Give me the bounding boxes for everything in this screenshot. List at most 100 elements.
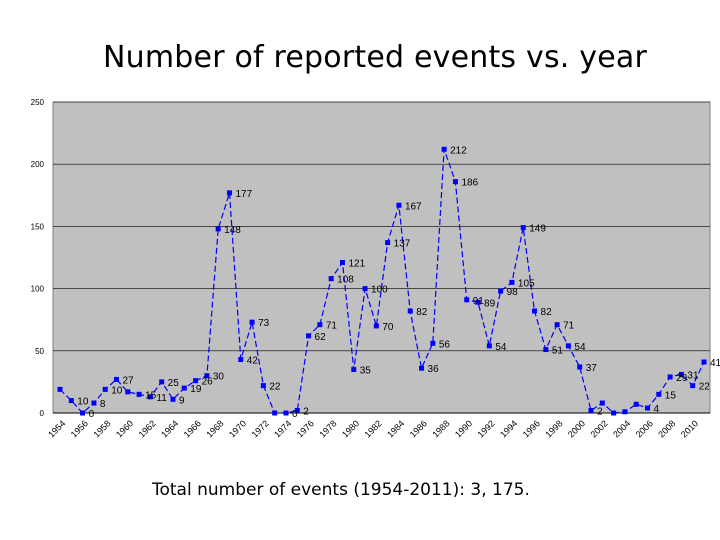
data-point (532, 308, 538, 314)
data-point (645, 405, 651, 411)
data-point (373, 323, 379, 329)
data-point (667, 374, 673, 380)
data-point (159, 379, 165, 385)
data-label: 31 (687, 370, 699, 381)
data-label: 108 (337, 275, 354, 286)
y-tick-label: 0 (40, 409, 45, 418)
data-point (577, 364, 583, 370)
x-tick-label: 1992 (476, 418, 497, 439)
data-point (226, 190, 232, 196)
x-tick-label: 1960 (114, 418, 135, 439)
y-axis-ticks: 0 50 100 150 200 250 (31, 98, 45, 418)
data-label: 167 (405, 201, 422, 212)
data-point (351, 366, 357, 372)
data-label: 98 (507, 287, 519, 298)
x-tick-label: 1982 (363, 418, 384, 439)
data-label: 19 (190, 384, 202, 395)
x-tick-label: 2008 (656, 418, 677, 439)
data-point (441, 146, 447, 152)
data-point (419, 365, 425, 371)
data-label: 2 (597, 407, 603, 418)
data-label: 15 (145, 390, 157, 401)
data-point (260, 383, 266, 389)
data-point (588, 408, 594, 414)
data-point (599, 400, 605, 406)
x-tick-label: 1984 (385, 418, 406, 439)
data-point (306, 333, 312, 339)
x-tick-label: 1966 (182, 418, 203, 439)
x-tick-label: 2002 (588, 418, 609, 439)
y-tick-label: 200 (31, 160, 45, 169)
data-point (272, 410, 278, 416)
data-label: 54 (574, 342, 586, 353)
data-point (294, 408, 300, 414)
data-label: 10 (77, 397, 89, 408)
data-point (249, 319, 255, 325)
plot-area (52, 101, 711, 414)
data-point (125, 389, 131, 395)
data-point (204, 373, 210, 379)
grid-lines (53, 101, 710, 352)
x-tick-label: 1974 (272, 418, 293, 439)
data-label: 121 (348, 258, 365, 269)
x-tick-label: 2000 (566, 418, 587, 439)
data-label: 91 (473, 296, 485, 307)
data-markers (57, 146, 707, 416)
data-point (633, 401, 639, 407)
x-tick-label: 1970 (227, 418, 248, 439)
data-point (452, 179, 458, 185)
data-point (147, 394, 153, 400)
data-label: 15 (665, 390, 677, 401)
data-label: 71 (563, 321, 575, 332)
data-point (690, 383, 696, 389)
data-label: 149 (529, 224, 546, 235)
data-label: 100 (371, 285, 388, 296)
data-label: 26 (202, 377, 214, 388)
data-point (554, 322, 560, 328)
data-label: 37 (586, 363, 598, 374)
x-tick-label: 1976 (295, 418, 316, 439)
data-label: 27 (122, 375, 134, 386)
x-axis-ticks: 1954 1956 1958 1960 1962 1964 1966 1968 1970 1972… (46, 418, 700, 439)
data-point (68, 398, 74, 404)
data-label: 25 (168, 378, 180, 389)
data-point (215, 226, 221, 232)
data-label: 105 (518, 278, 535, 289)
series-line (59, 149, 705, 414)
data-label: 82 (541, 307, 553, 318)
x-tick-label: 1964 (159, 418, 180, 439)
data-label: 29 (676, 373, 688, 384)
data-point (91, 400, 97, 406)
data-point (181, 385, 187, 391)
x-tick-label: 1972 (250, 418, 271, 439)
data-point (339, 259, 345, 265)
y-tick-label: 50 (35, 347, 44, 356)
x-tick-label: 1988 (430, 418, 451, 439)
data-point (317, 322, 323, 328)
data-label: 212 (450, 145, 467, 156)
data-label: 51 (552, 346, 564, 357)
x-tick-label: 2004 (611, 418, 632, 439)
data-point (193, 378, 199, 384)
data-point (80, 410, 86, 416)
x-tick-label: 1996 (521, 418, 542, 439)
x-tick-label: 1968 (204, 418, 225, 439)
y-tick-label: 100 (31, 285, 45, 294)
data-point (170, 396, 176, 402)
data-point (102, 386, 108, 392)
data-label: 42 (247, 356, 259, 367)
data-point (57, 386, 63, 392)
data-point (565, 343, 571, 349)
data-point (622, 409, 628, 415)
data-point (498, 288, 504, 294)
data-label: 137 (394, 239, 411, 250)
data-point (238, 357, 244, 363)
slide-title: Number of reported events vs. year (103, 40, 647, 75)
data-label: 35 (360, 365, 372, 376)
data-label: 22 (699, 382, 711, 393)
x-tick-label: 1994 (498, 418, 519, 439)
data-label: 71 (326, 321, 338, 332)
x-tick-label: 1986 (408, 418, 429, 439)
x-tick-label: 1962 (137, 418, 158, 439)
